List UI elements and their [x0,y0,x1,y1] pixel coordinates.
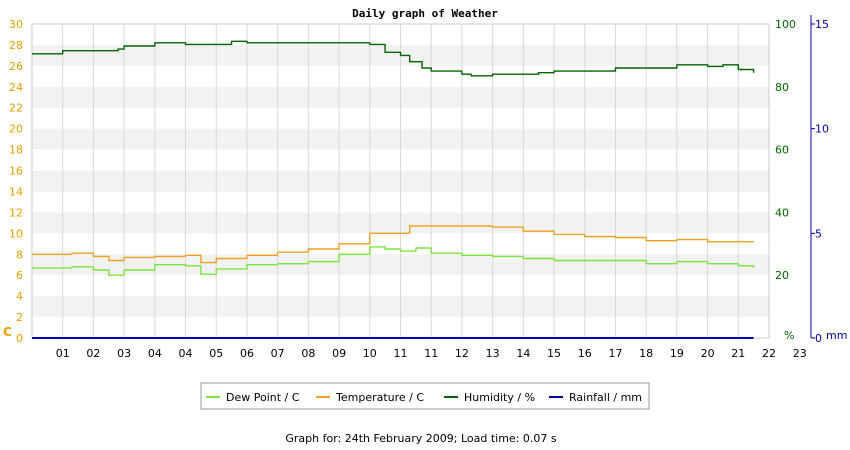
left-axis-tick-label: 2 [16,311,23,324]
left-axis-tick-label: 20 [9,123,23,136]
far-right-axis-ticks: 0 5 10 15 [811,18,829,345]
x-axis-tick-label: 08 [301,347,315,360]
left-axis-tick-label: 10 [9,227,23,240]
x-axis-tick-label: 22 [762,347,776,360]
x-axis-tick-label: 16 [578,347,592,360]
x-axis-tick-label: 21 [731,347,745,360]
x-axis-tick-label: 23 [793,347,807,360]
x-axis-tick-label: 04 [179,347,193,360]
x-axis-tick-label: 19 [670,347,684,360]
left-axis-tick-label: 6 [16,269,23,282]
left-axis-tick-label: 24 [9,81,23,94]
x-axis-tick-label: 09 [332,347,346,360]
right-axis-tick-label: 40 [775,206,789,219]
plot-gridlines [62,24,739,338]
x-axis-tick-label: 17 [608,347,622,360]
series-lines [32,40,755,339]
x-axis-tick-label: 11 [394,347,408,360]
left-axis-tick-label: 18 [9,144,23,157]
legend-label-temperature: Temperature / C [335,391,424,404]
series-line-temperature [32,225,754,264]
right-axis-unit-label: % [784,329,794,342]
right-axis-ticks: 20 40 60 80 100 [775,18,796,282]
left-axis-tick-label: 22 [9,102,23,115]
far-right-axis-tick-label: 5 [815,227,822,240]
series-line-dew-point [32,246,755,276]
right-axis-tick-label: 80 [775,81,789,94]
x-axis-tick-label: 11 [424,347,438,360]
left-axis-tick-label: 26 [9,60,23,73]
right-axis-tick-label: 20 [775,269,789,282]
left-axis-unit-label: C [3,325,12,339]
left-axis-tick-label: 8 [16,248,23,261]
x-axis-tick-label: 14 [516,347,530,360]
chart-title: Daily graph of Weather [352,7,498,20]
far-right-axis-unit-label: mm [826,329,847,342]
x-axis-tick-label: 02 [86,347,100,360]
left-axis-tick-label: 30 [9,18,23,31]
x-axis-ticks: 01 02 03 04 04 05 06 07 08 09 10 11 11 12 13 14 15 16 17 18… [56,347,807,360]
x-axis-tick-label: 01 [56,347,70,360]
x-axis-tick-label: 03 [117,347,131,360]
x-axis-tick-label: 20 [701,347,715,360]
left-axis-tick-label: 0 [16,332,23,345]
x-axis-tick-label: 07 [271,347,285,360]
legend-box [200,382,650,410]
far-right-axis-tick-label: 0 [815,332,822,345]
graph-footer: Graph for: 24th February 2009; Load time… [285,432,557,445]
right-axis-tick-label: 100 [775,18,796,31]
left-axis-tick-label: 28 [9,39,23,52]
right-axis-tick-label: 60 [775,144,789,157]
x-axis-tick-label: 05 [209,347,223,360]
x-axis-tick-label: 15 [547,347,561,360]
x-axis-tick-label: 13 [486,347,500,360]
legend: Dew Point / C Temperature / C Humidity /… [200,382,650,410]
far-right-axis-tick-label: 10 [815,123,829,136]
legend-label-dew-point: Dew Point / C [226,391,300,404]
legend-label-humidity: Humidity / % [464,391,535,404]
x-axis-tick-label: 10 [363,347,377,360]
left-axis-tick-label: 4 [16,290,23,303]
left-axis-tick-label: 14 [9,185,23,198]
x-axis-tick-label: 18 [639,347,653,360]
x-axis-tick-label: 12 [455,347,469,360]
legend-label-rainfall: Rainfall / mm [569,391,642,404]
left-axis-tick-label: 16 [9,165,23,178]
series-line-humidity [32,40,755,77]
x-axis-tick-label: 04 [148,347,162,360]
left-axis-tick-label: 12 [9,206,23,219]
far-right-axis-tick-label: 15 [815,18,829,31]
x-axis-tick-label: 06 [240,347,254,360]
